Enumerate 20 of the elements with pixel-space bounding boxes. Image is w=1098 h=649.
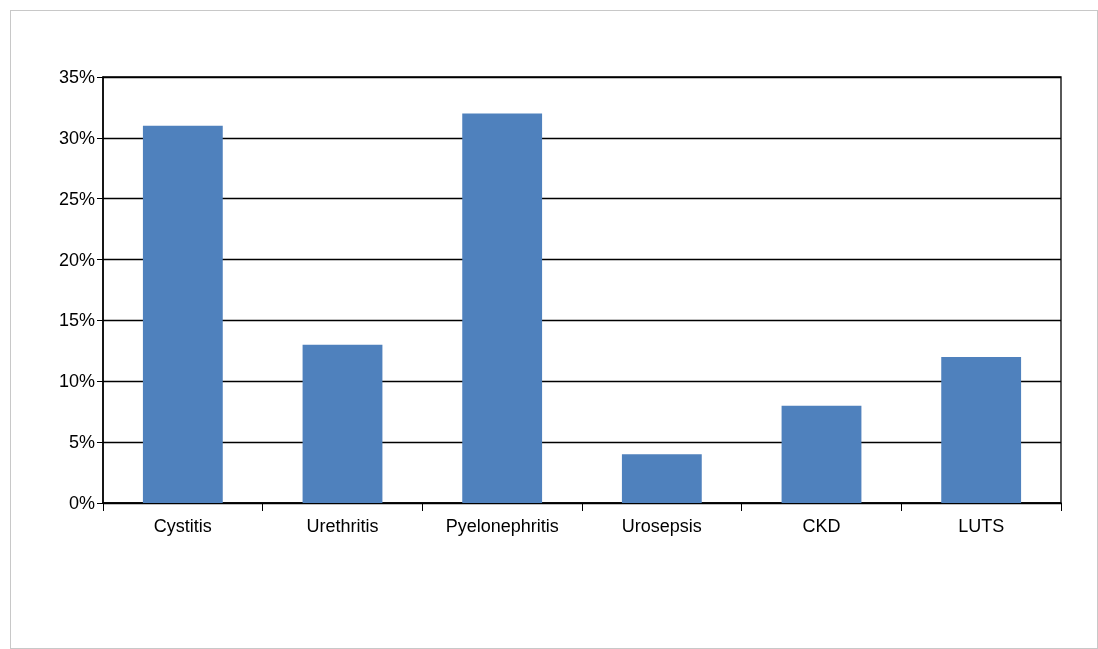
y-tick-label: 20% — [58, 249, 95, 270]
bar — [302, 344, 383, 503]
y-tick-label: 0% — [68, 493, 95, 513]
y-tick-label: 30% — [58, 127, 95, 148]
bar — [781, 405, 862, 503]
x-tick-label: Urosepsis — [621, 516, 702, 536]
bar — [462, 113, 543, 503]
x-tick-label: Cystitis — [153, 516, 212, 536]
y-tick-label: 25% — [58, 188, 95, 209]
x-tick-label: LUTS — [958, 516, 1005, 536]
y-tick-label: 10% — [58, 371, 95, 392]
x-tick-label: Urethritis — [306, 516, 379, 536]
bar — [142, 125, 223, 503]
y-tick-label: 5% — [68, 432, 95, 453]
x-tick-label: CKD — [802, 516, 841, 536]
bar — [941, 356, 1022, 503]
x-tick-label: Pyelonephritis — [445, 516, 559, 536]
bar — [621, 454, 702, 503]
y-tick-label: 35% — [58, 67, 95, 87]
y-tick-label: 15% — [58, 310, 95, 331]
